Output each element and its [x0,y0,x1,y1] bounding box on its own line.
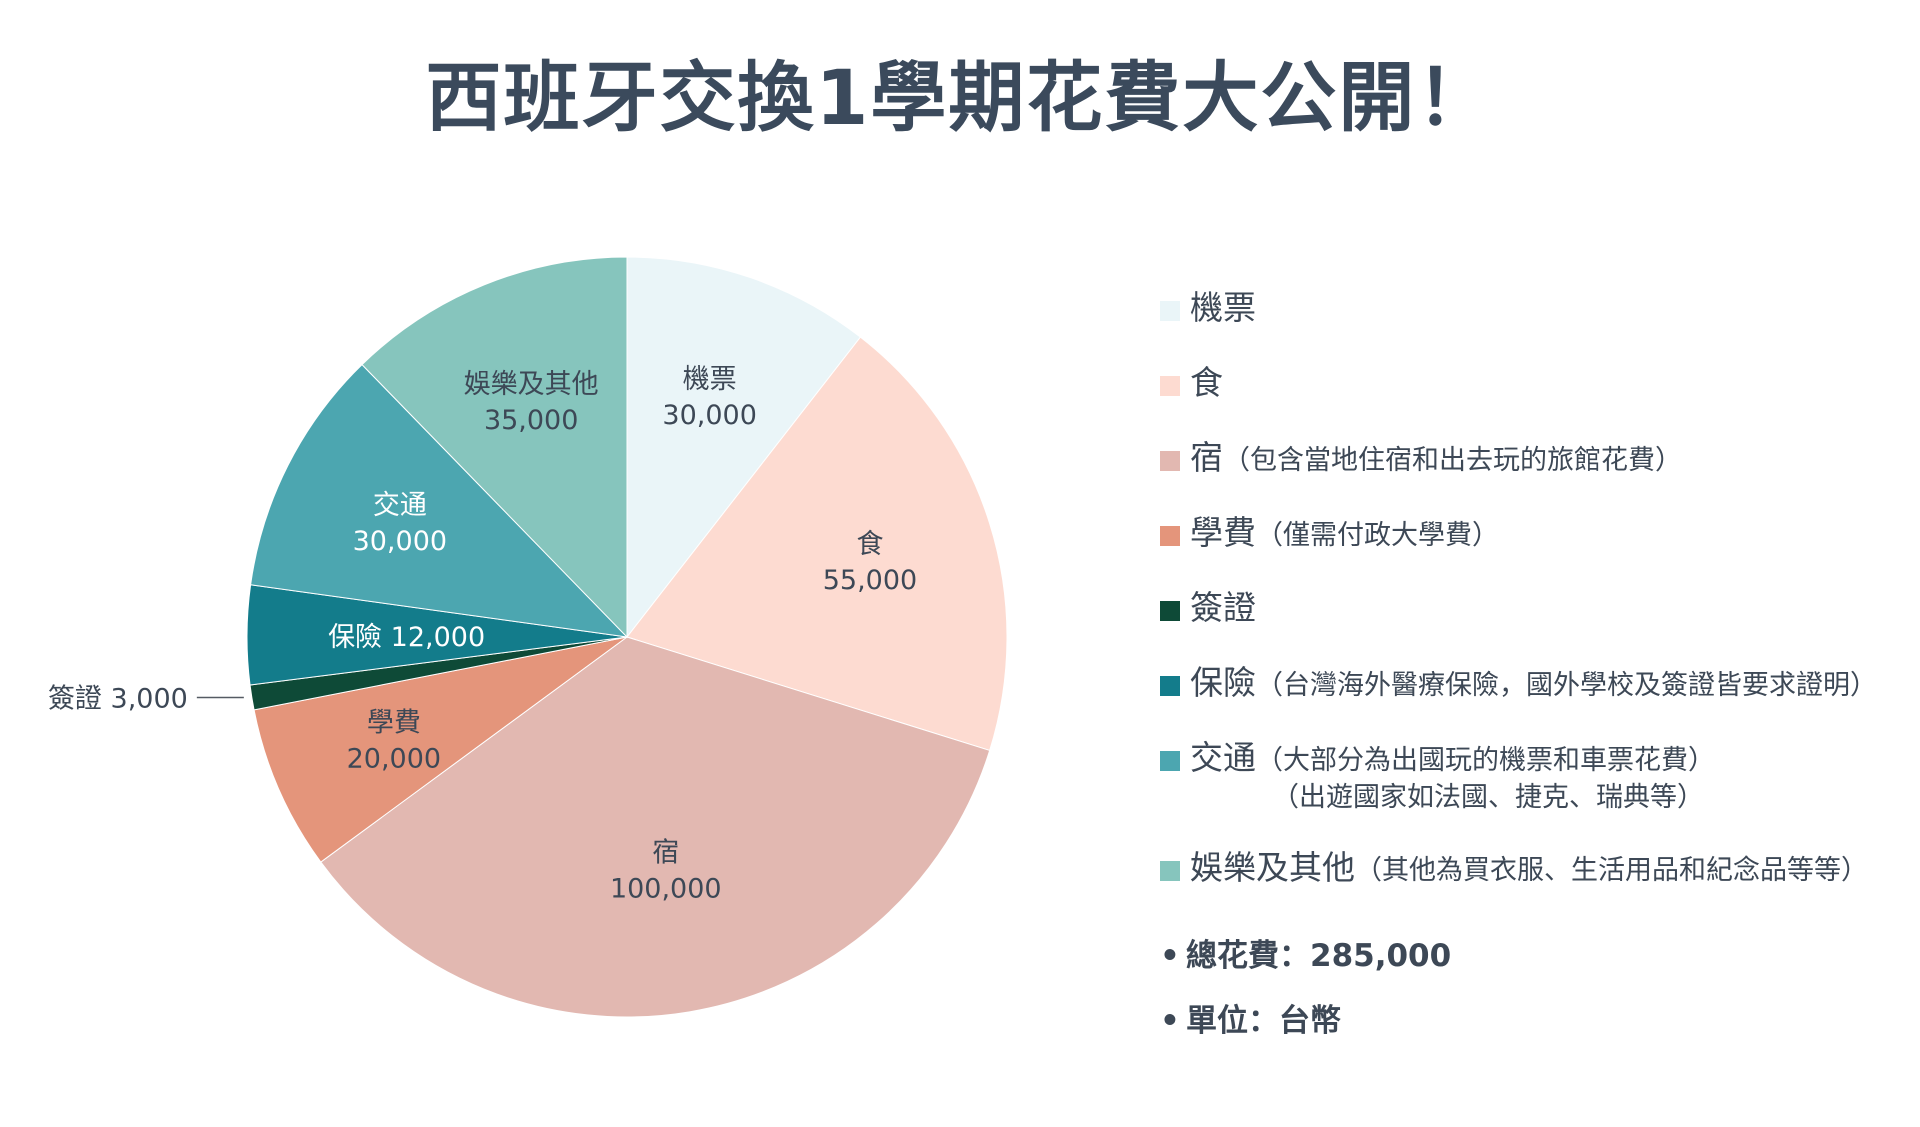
pie-slice-food [626,336,1008,752]
slice-value-transport: 30,000 [353,526,447,557]
legend-label: 學費 [1190,513,1256,552]
legend-swatch [1160,861,1180,881]
pie-slice-airfare [626,256,862,639]
slice-value-tuition: 20,000 [347,743,441,774]
slice-label-insurance: 保險 12,000 [328,622,485,653]
slice-label-visa: 簽證 3,000 [48,683,188,714]
bullet-icon: • [1160,938,1180,974]
legend-label: 宿 [1190,438,1223,477]
legend-swatch [1160,601,1180,621]
pie-slice-lodging [320,636,991,1018]
legend-item-transport: 交通（大部分為出國玩的機票和車票花費） （出遊國家如法國、捷克、瑞典等） [1160,732,1900,842]
legend-label: 保險 [1190,663,1256,702]
legend-label: 簽證 [1190,588,1256,627]
legend-label: 機票 [1190,288,1256,327]
slice-value-lodging: 100,000 [610,873,722,904]
legend-note: （大部分為出國玩的機票和車票花費） [1256,745,1715,776]
legend-item-food: 食 [1160,357,1900,432]
legend-item-tuition: 學費（僅需付政大學費） [1160,507,1900,582]
slice-label-lodging: 宿 [652,837,679,868]
pie-slice-transport [250,363,629,638]
currency-unit-text: 單位：台幣 [1186,1003,1341,1039]
slice-label-entertainment: 娛樂及其他 [464,369,599,400]
legend-item-entertainment: 娛樂及其他（其他為買衣服、生活用品和紀念品等等） [1160,842,1900,917]
slice-label-tuition: 學費 [367,707,421,738]
legend-item-lodging: 宿（包含當地住宿和出去玩的旅館花費） [1160,432,1900,507]
slice-label-transport: 交通 [373,490,427,521]
legend-swatch [1160,301,1180,321]
slice-value-food: 55,000 [823,565,917,596]
legend-swatch [1160,676,1180,696]
legend-item-insurance: 保險（台灣海外醫療保險，國外學校及簽證皆要求證明） [1160,657,1900,732]
legend-note: （其他為買衣服、生活用品和紀念品等等） [1355,855,1868,886]
legend-swatch [1160,451,1180,471]
legend-item-visa: 簽證 [1160,582,1900,657]
total-spending: • 總花費：285,000 [1160,930,1900,975]
slice-value-entertainment: 35,000 [484,405,578,436]
pie-slice-entertainment [361,256,628,639]
chart-title: 西班牙交換1學期花費大公開！ [425,53,1495,142]
total-spending-text: 總花費：285,000 [1186,938,1452,974]
legend-note: （包含當地住宿和出去玩的旅館花費） [1223,445,1682,476]
legend-label: 娛樂及其他 [1190,848,1355,887]
legend-note: （僅需付政大學費） [1256,520,1499,551]
slice-value-airfare: 30,000 [662,400,756,431]
legend-note-secondary: （出遊國家如法國、捷克、瑞典等） [1272,782,1704,813]
pie-slice-tuition [253,636,628,863]
bullet-icon: • [1160,1003,1180,1039]
legend-note: （台灣海外醫療保險，國外學校及簽證皆要求證明） [1256,670,1877,701]
legend-swatch [1160,526,1180,546]
legend-item-airfare: 機票 [1160,282,1900,357]
slice-label-airfare: 機票 [683,364,737,395]
legend-label: 食 [1190,363,1223,402]
legend-label: 交通 [1190,738,1256,777]
slice-label-food: 食 [856,529,883,560]
currency-unit: • 單位：台幣 [1160,995,1900,1040]
legend-swatch [1160,376,1180,396]
legend: 機票 食 宿（包含當地住宿和出去玩的旅館花費） 學費（僅需付政大學費） 簽證 保… [1160,282,1900,917]
legend-swatch [1160,751,1180,771]
